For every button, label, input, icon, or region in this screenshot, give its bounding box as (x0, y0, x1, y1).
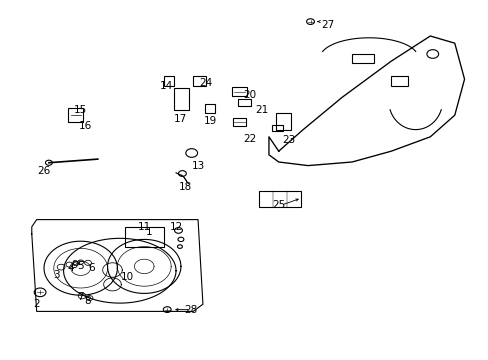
Text: 23: 23 (281, 135, 295, 145)
Text: 4: 4 (67, 263, 74, 273)
Text: 21: 21 (254, 105, 268, 115)
Bar (390, 76, 407, 86)
Text: 19: 19 (203, 116, 217, 126)
Bar (259, 191, 300, 207)
Text: 27: 27 (320, 20, 334, 30)
Bar (173, 88, 189, 110)
Bar (237, 99, 251, 106)
Text: 2: 2 (33, 299, 40, 309)
Text: 5: 5 (77, 261, 84, 271)
Bar (276, 113, 290, 130)
Text: 15: 15 (74, 105, 87, 115)
Text: 17: 17 (174, 114, 187, 124)
Text: 3: 3 (53, 270, 60, 280)
Text: 26: 26 (37, 166, 51, 176)
Bar (351, 54, 373, 63)
Bar (163, 76, 173, 86)
Text: 6: 6 (88, 263, 95, 273)
Text: 1: 1 (145, 227, 152, 237)
Text: 25: 25 (271, 200, 285, 210)
Bar (232, 118, 246, 126)
Text: 8: 8 (84, 296, 91, 306)
Bar (68, 108, 83, 122)
Bar (205, 104, 215, 112)
Text: 22: 22 (242, 134, 256, 144)
Text: 9: 9 (71, 260, 78, 270)
Text: 13: 13 (191, 161, 204, 171)
Text: 11: 11 (137, 222, 151, 232)
Text: 20: 20 (243, 90, 255, 100)
Bar (193, 76, 205, 86)
Text: 16: 16 (79, 121, 92, 131)
Text: 7: 7 (77, 292, 84, 302)
Text: 18: 18 (179, 182, 192, 192)
Text: 24: 24 (198, 78, 212, 88)
Text: 14: 14 (159, 81, 173, 91)
Text: 28: 28 (183, 305, 197, 315)
Bar (124, 227, 163, 247)
Bar (272, 125, 283, 131)
Text: 10: 10 (121, 272, 133, 282)
Text: 12: 12 (169, 222, 183, 232)
Bar (232, 87, 246, 96)
